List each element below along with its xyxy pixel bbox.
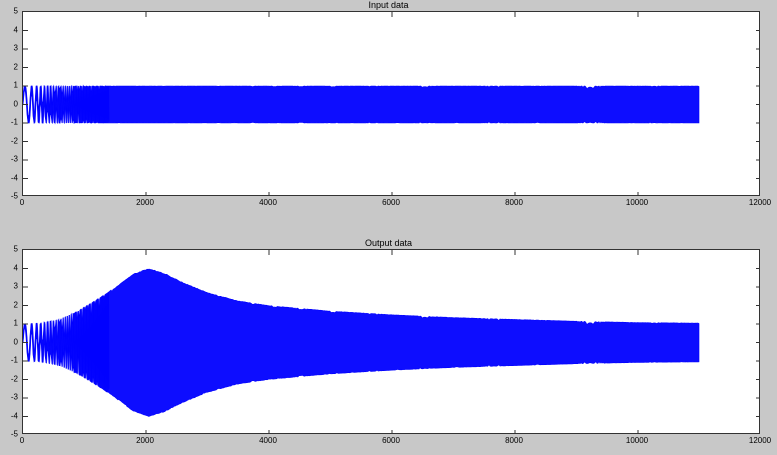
xtick-label: 4000 [259,436,277,445]
xtick-label: 12000 [748,198,772,207]
ytick-label: 1 [13,80,18,90]
xtick-label: 12000 [748,436,772,445]
xtick-label: 6000 [382,436,400,445]
input-signal-trace [23,12,759,195]
ytick-label: 5 [13,6,18,16]
ytick-label: 5 [13,244,18,254]
ytick-label: -2 [10,374,18,383]
ytick-label: 1 [13,318,18,328]
xtick-label: 0 [19,436,25,445]
xtick-label: 0 [19,198,25,207]
ytick-label: 3 [13,43,18,53]
ytick-label: 0 [13,99,18,108]
ytick-label: 4 [13,263,18,272]
ytick-label: -3 [10,392,18,402]
xtick-label: 2000 [136,436,154,445]
ytick-label: 3 [13,281,18,291]
ytick-label: -5 [10,429,18,439]
ytick-label: -3 [10,154,18,164]
ytick-label: -1 [10,355,18,365]
ytick-label: -5 [10,191,18,201]
subplot-output-data: Output data 0 2000 4000 6000 8000 10000 12000 -… [0,238,777,455]
output-plot-title: Output data [364,238,413,248]
ytick-label: -2 [10,136,18,145]
xtick-label: 10000 [625,198,649,207]
ytick-label: 4 [13,25,18,34]
xtick-label: 2000 [136,198,154,207]
input-plot-axes [22,11,760,196]
ytick-label: -1 [10,117,18,127]
ytick-label: 2 [13,62,18,71]
ytick-label: -4 [10,411,18,420]
ytick-label: -4 [10,173,18,182]
input-plot-title: Input data [368,0,409,10]
subplot-input-data: Input data 0 2000 4000 6000 8000 10000 12000 -5… [0,0,777,220]
xtick-label: 4000 [259,198,277,207]
output-plot-axes [22,249,760,434]
ytick-label: 0 [13,337,18,346]
xtick-label: 10000 [625,436,649,445]
xtick-label: 6000 [382,198,400,207]
xtick-label: 8000 [505,436,523,445]
xtick-label: 8000 [505,198,523,207]
output-signal-trace [23,250,759,433]
ytick-label: 2 [13,300,18,309]
